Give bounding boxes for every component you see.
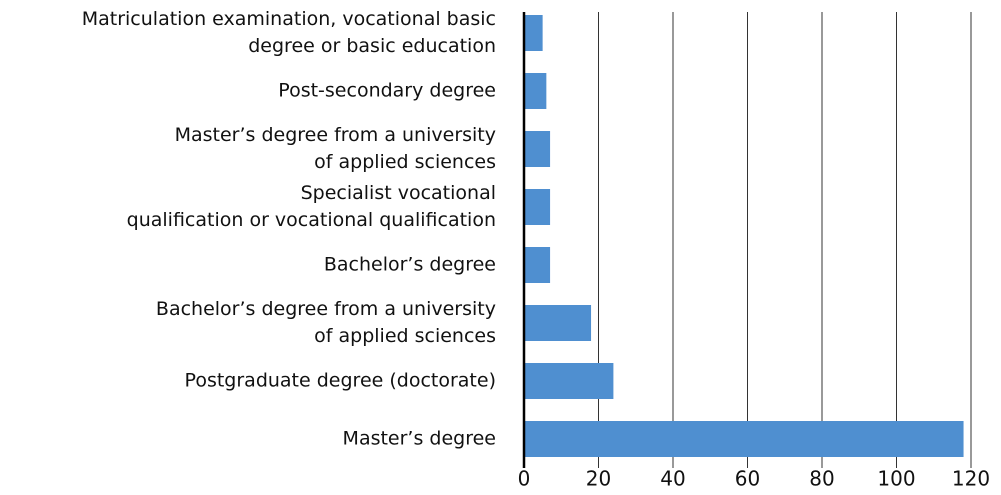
y-tick-label: Master’s degree (342, 427, 496, 450)
y-tick-label: Master’s degree from a university of app… (174, 124, 496, 173)
bar (524, 189, 551, 225)
x-tick-label: 100 (877, 467, 915, 491)
y-tick-label: Matriculation examination, vocational ba… (81, 8, 496, 57)
y-tick-label: Bachelor’s degree (323, 253, 496, 276)
y-tick-label: Specialist vocational qualification or v… (126, 182, 496, 231)
bar (524, 15, 543, 51)
x-tick-label: 40 (660, 467, 685, 491)
y-tick-label: Post-secondary degree (278, 79, 496, 102)
y-tick-label: Postgraduate degree (doctorate) (184, 369, 496, 392)
x-tick-label: 0 (518, 467, 531, 491)
bar (524, 421, 964, 457)
bar (524, 363, 614, 399)
bar (524, 131, 551, 167)
x-tick-label: 20 (586, 467, 611, 491)
y-tick-label: Bachelor’s degree from a university of a… (155, 298, 496, 347)
x-tick-label: 120 (952, 467, 990, 491)
x-tick-label: 60 (735, 467, 760, 491)
bar (524, 73, 547, 109)
x-tick-label: 80 (809, 467, 834, 491)
bar (524, 247, 551, 283)
bar (524, 305, 592, 341)
